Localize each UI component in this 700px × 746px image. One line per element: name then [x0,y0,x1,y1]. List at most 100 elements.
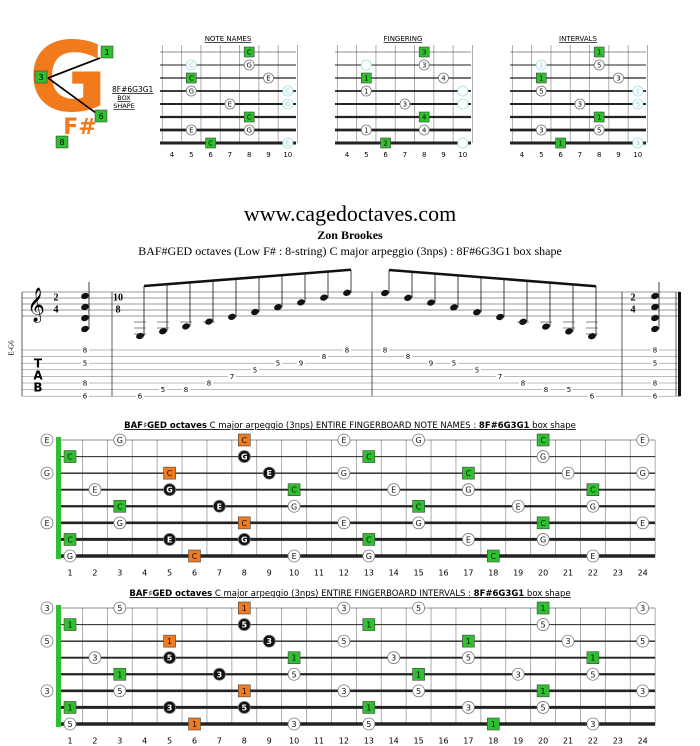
note-label: 3 [590,720,595,729]
board-title: BAF♯GED octaves C major arpeggio (3nps) … [124,421,576,431]
orange-note [238,516,251,530]
white-note [40,466,54,480]
fret-number: 15 [414,736,424,745]
note-label: 5 [541,621,546,630]
mini-fret-number: 9 [266,151,270,159]
logo-code: 8F#6G3G1 [112,85,154,94]
white-note [586,499,600,513]
fret-number: 5 [167,736,172,745]
fret-number: 23 [613,568,623,577]
black-note [163,533,177,546]
green-note [586,483,600,497]
tab-number: 9 [429,360,433,368]
tab-number-bg [427,359,435,367]
tab-number: 8 [184,386,188,394]
tab-number-bg [297,359,305,367]
tab-number: 5 [475,366,479,374]
tab-number: 6 [138,393,143,401]
white-note [535,85,547,97]
note-head [651,292,659,300]
note-label: E [466,535,471,544]
fret-number: 13 [364,736,374,745]
fret-number: 1 [67,736,72,745]
black-note [212,499,226,513]
black-note [163,483,177,497]
note-label: 5 [242,621,248,630]
fret-number: 21 [563,568,573,577]
white-note [287,499,301,513]
tab-number-bg [81,392,89,400]
fret-number: 2 [92,736,97,745]
note-label: E [167,535,172,544]
note-label: G [590,502,596,511]
mini-fret-number: 4 [520,151,525,159]
note-label: E [341,519,346,528]
fret-number: 2 [92,568,97,577]
fret-number: 22 [588,736,598,745]
note-label: 5 [44,637,49,646]
tuning: E-G6 [8,340,16,356]
fret-number: 20 [538,568,548,577]
white-note [337,601,351,615]
note-head [320,294,328,301]
logo-sub: F# [63,115,96,140]
tab-number: 5 [567,386,571,394]
white-note [535,124,547,136]
green-note [555,137,566,149]
note-label: G [189,88,194,96]
white-note [40,634,54,648]
note-label: 2 [383,140,387,148]
logo-finger-box [100,45,114,59]
note-label: E [266,75,270,83]
note-label: E [341,436,346,445]
note-label: G [415,436,421,445]
green-note [486,717,500,731]
white-note [418,59,430,71]
orange-note [238,433,251,447]
note-label: 1 [67,703,72,712]
black-note [237,450,251,463]
orange-note [163,466,176,480]
note-label: 1 [539,75,543,83]
note-label: 3 [92,654,97,663]
faint-note [632,137,644,149]
mini-fret-number: 6 [558,151,563,159]
board-title-part: box shape [524,589,570,599]
fret-number: 11 [314,736,324,745]
tab-number: 8 [521,380,525,388]
green-note [362,450,376,463]
note-head [542,323,550,330]
time-signature: 4 [631,304,636,315]
note-head [81,292,89,300]
white-note [418,124,430,136]
note-label: 3 [516,670,521,679]
note-label: C [247,49,252,57]
site-url: www.cagedoctaves.com [244,201,456,226]
tab-number-bg [404,353,412,361]
fret-number: 1 [67,568,72,577]
black-note [163,701,177,714]
note-label: C [189,75,194,83]
green-note [113,667,127,681]
black-note [237,533,251,546]
tab-number-bg [81,346,89,354]
white-note [593,124,605,136]
tab-number-bg [182,386,190,394]
final-bar [678,292,681,397]
note-label: C [247,114,252,122]
note-label: 1 [364,88,368,96]
tab-number-bg [565,386,573,394]
note-head [565,328,573,335]
white-note [40,684,54,698]
logo-finger: 1 [104,48,109,57]
note-head [343,289,351,296]
tab-number-bg [542,386,550,394]
note-label: E [292,552,297,561]
mini-fret-number: 6 [208,151,213,159]
board-title-part: C major arpeggio (3nps) ENTIRE FINGERBOA… [207,421,479,431]
note-label: G [465,486,471,495]
mini-fret-number: 4 [170,151,175,159]
white-note [593,59,605,71]
tab-number-bg [519,379,527,387]
green-note [362,701,376,714]
